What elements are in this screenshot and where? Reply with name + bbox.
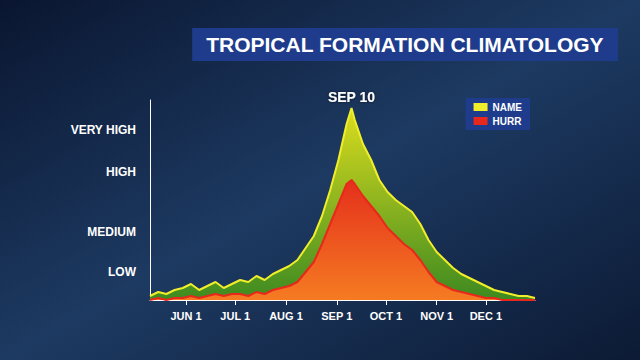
svg-text:LOW: LOW — [108, 265, 137, 279]
svg-text:MEDIUM: MEDIUM — [87, 225, 136, 239]
svg-text:JUL 1: JUL 1 — [220, 310, 250, 322]
svg-text:DEC 1: DEC 1 — [470, 310, 502, 322]
svg-text:VERY HIGH: VERY HIGH — [71, 123, 136, 137]
svg-text:HIGH: HIGH — [106, 165, 136, 179]
svg-text:TROPICAL FORMATION CLIMATOLOGY: TROPICAL FORMATION CLIMATOLOGY — [206, 33, 603, 56]
svg-text:SEP 10: SEP 10 — [328, 89, 375, 105]
svg-text:AUG 1: AUG 1 — [269, 310, 303, 322]
svg-text:OCT 1: OCT 1 — [370, 310, 402, 322]
svg-text:HURR: HURR — [493, 116, 523, 127]
svg-text:NAME: NAME — [493, 102, 523, 113]
svg-text:JUN 1: JUN 1 — [170, 310, 201, 322]
svg-text:NOV 1: NOV 1 — [420, 310, 453, 322]
svg-text:SEP 1: SEP 1 — [321, 310, 352, 322]
